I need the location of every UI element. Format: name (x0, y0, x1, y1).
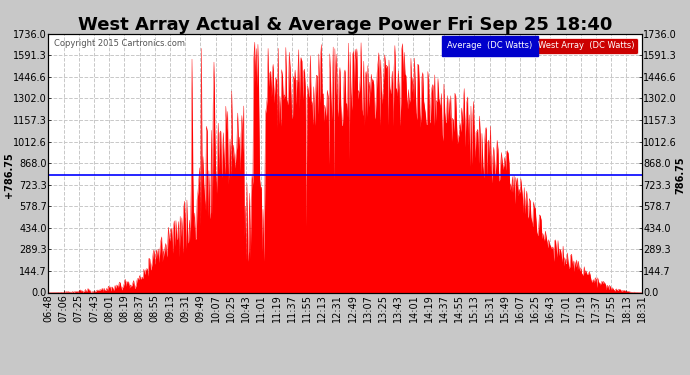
Text: 786.75: 786.75 (676, 156, 686, 194)
Title: West Array Actual & Average Power Fri Sep 25 18:40: West Array Actual & Average Power Fri Se… (78, 16, 612, 34)
Legend: Average  (DC Watts), West Array  (DC Watts): Average (DC Watts), West Array (DC Watts… (442, 38, 638, 54)
Text: Copyright 2015 Cartronics.com: Copyright 2015 Cartronics.com (55, 39, 185, 48)
Text: +786.75: +786.75 (4, 152, 14, 198)
